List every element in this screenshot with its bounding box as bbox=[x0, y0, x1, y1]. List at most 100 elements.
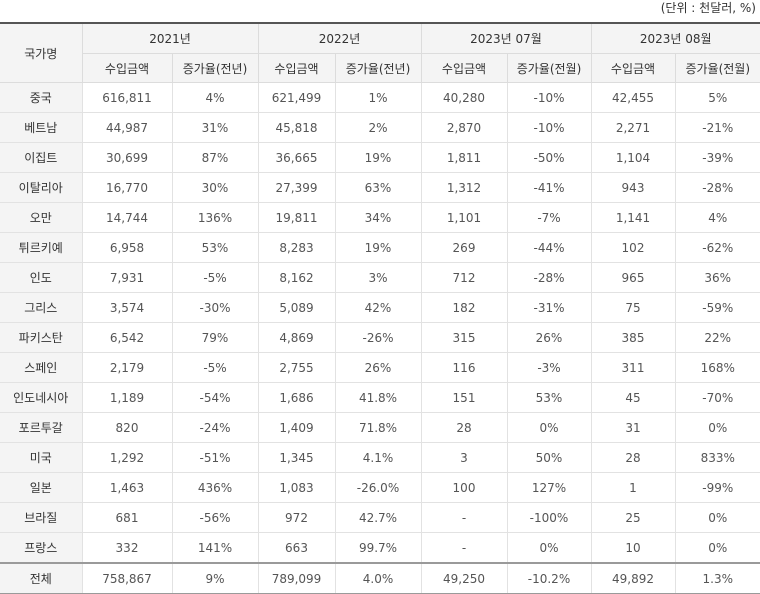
total-import-amount-2021: 758,867 bbox=[81, 562, 173, 594]
table-row: 포르투갈 820 -24% 1,409 71.8% 28 0% 31 0% bbox=[0, 412, 760, 443]
growth-2022: 41.8% bbox=[334, 382, 422, 413]
growth-2022: 19% bbox=[334, 232, 422, 263]
country-name: 일본 bbox=[0, 472, 83, 503]
growth-2021: -5% bbox=[171, 262, 259, 293]
sub-header-growth: 증가율(전월) bbox=[674, 53, 760, 83]
import-amount-2023-08: 965 bbox=[590, 262, 676, 293]
import-amount-2022: 27,399 bbox=[257, 172, 336, 203]
import-amount-2023-07: 151 bbox=[420, 382, 508, 413]
growth-2021: 141% bbox=[171, 532, 259, 564]
growth-2023-08: 5% bbox=[674, 82, 760, 113]
country-name: 포르투갈 bbox=[0, 412, 83, 443]
growth-2022: 34% bbox=[334, 202, 422, 233]
total-import-amount-2022: 789,099 bbox=[257, 562, 336, 594]
growth-2023-07: -3% bbox=[506, 352, 592, 383]
table-row: 프랑스 332 141% 663 99.7% -0% 10 0% bbox=[0, 532, 760, 564]
import-amount-2023-08: 102 bbox=[590, 232, 676, 263]
growth-2023-07: 0% bbox=[506, 532, 592, 564]
growth-2023-07: -10% bbox=[506, 82, 592, 113]
period-header-2021: 2021년 bbox=[81, 22, 259, 54]
import-amount-2021: 820 bbox=[81, 412, 173, 443]
growth-2023-07: 0% bbox=[506, 412, 592, 443]
import-amount-2023-08: 311 bbox=[590, 352, 676, 383]
country-name: 스페인 bbox=[0, 352, 83, 383]
total-growth-2023-07: -10.2% bbox=[506, 562, 592, 594]
table-row: 브라질 681 -56% 972 42.7% - -100% 25 0% bbox=[0, 502, 760, 533]
table-row: 그리스 3,574 -30% 5,089 42% 182 -31% 75 -59% bbox=[0, 292, 760, 323]
import-amount-2021: 681 bbox=[81, 502, 173, 533]
import-amount-2021: 1,189 bbox=[81, 382, 173, 413]
growth-2023-07: -41% bbox=[506, 172, 592, 203]
period-header-2022: 2022년 bbox=[257, 22, 422, 54]
import-amount-2021: 616,811 bbox=[81, 82, 173, 113]
growth-2022: 3% bbox=[334, 262, 422, 293]
import-amount-2023-07: 1,101 bbox=[420, 202, 508, 233]
import-amount-2023-07: 1,312 bbox=[420, 172, 508, 203]
growth-2021: 136% bbox=[171, 202, 259, 233]
growth-2023-08: 0% bbox=[674, 532, 760, 564]
growth-2023-07: 127% bbox=[506, 472, 592, 503]
table-header: 국가명 2021년 2022년 2023년 07월 2023년 08월 수입금액… bbox=[0, 22, 760, 83]
import-amount-2022: 621,499 bbox=[257, 82, 336, 113]
total-import-amount-2023-08: 49,892 bbox=[590, 562, 676, 594]
country-name: 그리스 bbox=[0, 292, 83, 323]
country-column-header: 국가명 bbox=[0, 22, 83, 83]
table-row: 파키스탄 6,542 79% 4,869 -26% 315 26% 385 22% bbox=[0, 322, 760, 353]
growth-2023-07: 53% bbox=[506, 382, 592, 413]
period-header-2023-08: 2023년 08월 bbox=[590, 22, 760, 54]
import-amount-2023-07: 1,811 bbox=[420, 142, 508, 173]
import-amount-2023-08: 1,104 bbox=[590, 142, 676, 173]
country-name: 브라질 bbox=[0, 502, 83, 533]
total-growth-2023-08: 1.3% bbox=[674, 562, 760, 594]
import-amount-2021: 16,770 bbox=[81, 172, 173, 203]
import-amount-2022: 1,345 bbox=[257, 442, 336, 473]
growth-2022: 2% bbox=[334, 112, 422, 143]
growth-2023-08: 833% bbox=[674, 442, 760, 473]
growth-2023-07: -7% bbox=[506, 202, 592, 233]
growth-2023-08: 36% bbox=[674, 262, 760, 293]
growth-2023-07: -44% bbox=[506, 232, 592, 263]
growth-2023-07: -100% bbox=[506, 502, 592, 533]
table-row: 중국 616,811 4% 621,499 1% 40,280 -10% 42,455 5% bbox=[0, 82, 760, 113]
total-growth-2022: 4.0% bbox=[334, 562, 422, 594]
import-amount-2023-07: 100 bbox=[420, 472, 508, 503]
import-amount-2021: 14,744 bbox=[81, 202, 173, 233]
growth-2022: 26% bbox=[334, 352, 422, 383]
growth-2023-08: 0% bbox=[674, 502, 760, 533]
growth-2021: 53% bbox=[171, 232, 259, 263]
total-growth-2021: 9% bbox=[171, 562, 259, 594]
import-amount-2023-08: 943 bbox=[590, 172, 676, 203]
import-amount-2022: 19,811 bbox=[257, 202, 336, 233]
growth-2021: -24% bbox=[171, 412, 259, 443]
table-row: 인도네시아 1,189 -54% 1,686 41.8% 151 53% 45 -70% bbox=[0, 382, 760, 413]
import-amount-2023-07: 40,280 bbox=[420, 82, 508, 113]
growth-2023-07: -31% bbox=[506, 292, 592, 323]
table-row: 이탈리아 16,770 30% 27,399 63% 1,312 -41% 943 -28% bbox=[0, 172, 760, 203]
growth-2023-07: -10% bbox=[506, 112, 592, 143]
growth-2021: 436% bbox=[171, 472, 259, 503]
total-import-amount-2023-07: 49,250 bbox=[420, 562, 508, 594]
country-name: 튀르키예 bbox=[0, 232, 83, 263]
growth-2023-08: -99% bbox=[674, 472, 760, 503]
import-amount-2021: 44,987 bbox=[81, 112, 173, 143]
growth-2023-08: 22% bbox=[674, 322, 760, 353]
import-amount-2022: 1,409 bbox=[257, 412, 336, 443]
sub-header-amount: 수입금액 bbox=[420, 53, 508, 83]
table-row: 인도 7,931 -5% 8,162 3% 712 -28% 965 36% bbox=[0, 262, 760, 293]
growth-2023-08: -21% bbox=[674, 112, 760, 143]
import-amount-2023-07: 315 bbox=[420, 322, 508, 353]
growth-2023-07: -50% bbox=[506, 142, 592, 173]
import-amount-2021: 6,958 bbox=[81, 232, 173, 263]
import-amount-2022: 36,665 bbox=[257, 142, 336, 173]
growth-2021: 31% bbox=[171, 112, 259, 143]
growth-2021: 30% bbox=[171, 172, 259, 203]
growth-2022: 99.7% bbox=[334, 532, 422, 564]
table-row: 스페인 2,179 -5% 2,755 26% 116 -3% 311 168% bbox=[0, 352, 760, 383]
import-amount-2023-08: 28 bbox=[590, 442, 676, 473]
growth-2021: 4% bbox=[171, 82, 259, 113]
growth-2021: -30% bbox=[171, 292, 259, 323]
import-amount-2021: 30,699 bbox=[81, 142, 173, 173]
sub-header-amount: 수입금액 bbox=[257, 53, 336, 83]
import-amount-2023-08: 25 bbox=[590, 502, 676, 533]
growth-2023-08: 168% bbox=[674, 352, 760, 383]
